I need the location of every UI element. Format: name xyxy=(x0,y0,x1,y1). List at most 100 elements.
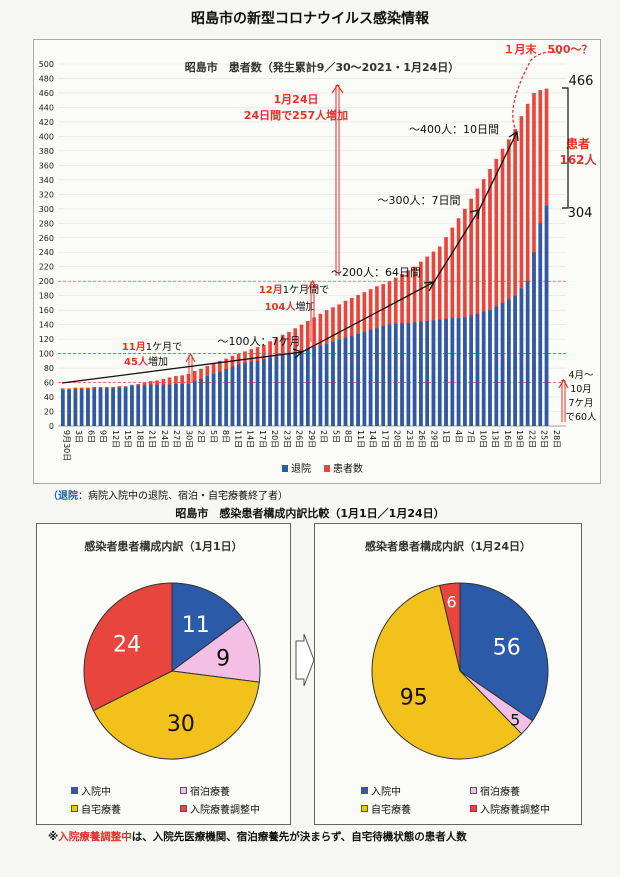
bar-chart-title: 昭島市 患者数（発生累計9／30～2021・1月24日） xyxy=(185,60,460,74)
pie-labels: 119 30 24 xyxy=(113,613,230,737)
bar-retired xyxy=(507,299,511,426)
footnote: ※入院療養調整中は、入院先医療機関、宿泊療養先が決まらず、自宅待機状態の患者人数 xyxy=(48,829,467,844)
bar-retired xyxy=(274,356,279,426)
bar-retired xyxy=(375,328,379,426)
y-tick-label: 320 xyxy=(39,190,54,199)
bar-retired xyxy=(230,366,235,426)
bar-retired xyxy=(167,384,172,426)
bar-legend: 退院 患者数 xyxy=(282,462,363,475)
page-title: 昭島市の新型コロナウイルス感染情報 xyxy=(191,11,429,27)
ann-dec-arrowhead xyxy=(307,279,318,290)
x-tick-label: 5日 xyxy=(331,430,340,443)
legend-patients: 患者数 xyxy=(333,462,363,475)
x-tick-label: 26日 xyxy=(417,430,426,448)
pie-slice-label: 56 xyxy=(493,635,521,660)
y-tick-label: 420 xyxy=(39,118,54,127)
legend-swatch-patients xyxy=(324,465,330,472)
x-tick-label: 23日 xyxy=(282,430,291,448)
patients-label-line2: 162人 xyxy=(559,152,597,167)
bar-patients xyxy=(525,103,530,426)
bars xyxy=(61,88,549,427)
y-tick-label: 160 xyxy=(39,306,54,315)
bar-retired xyxy=(148,384,153,426)
y-tick-label: 260 xyxy=(39,234,54,243)
legend-adjusting-r: 入院療養調整中 xyxy=(480,805,550,816)
bar-retired xyxy=(199,378,203,426)
pie-slice xyxy=(439,582,461,672)
bar-retired xyxy=(155,384,159,426)
bar-retired xyxy=(463,317,467,426)
x-tick-label: 13日 xyxy=(491,430,500,448)
x-tick-label: 16日 xyxy=(503,430,512,448)
bar-retired xyxy=(293,352,298,426)
x-tick-label: 23日 xyxy=(405,430,414,448)
bar-patients xyxy=(475,188,480,426)
x-tick-label: 25日 xyxy=(540,430,549,448)
x-tick-label: 1日 xyxy=(442,430,451,443)
bar-retired xyxy=(236,364,241,426)
trend-arrow-line xyxy=(61,130,519,384)
ann-nov-line2: 45人増加 xyxy=(124,355,168,368)
bar-retired xyxy=(513,295,517,426)
y-tick-label: 0 xyxy=(49,422,54,431)
legend-swatch-hotel xyxy=(180,787,187,794)
legend-swatch-home xyxy=(71,805,78,812)
bar-retired xyxy=(312,347,316,426)
bar-retired xyxy=(500,302,505,426)
bar-retired xyxy=(174,384,178,426)
pie-title-jan1: 感染者患者構成内訳（1月1日） xyxy=(84,540,243,553)
ann-nov-line1-red: 11月 xyxy=(122,341,146,353)
total-label: 466 xyxy=(569,74,594,89)
pie-legend-jan1: 入院中 宿泊療養 自宅療養 入院療養調整中 xyxy=(71,783,275,819)
bar-patients xyxy=(494,158,499,426)
x-tick-label: 29日 xyxy=(429,430,438,448)
bar-retired xyxy=(299,350,304,426)
bar-retired xyxy=(337,339,342,426)
bar-retired xyxy=(192,381,197,426)
bar-retired xyxy=(67,389,71,426)
top-annotation: １月末 500～？ xyxy=(504,42,593,56)
pie-slice xyxy=(459,582,549,722)
pie-panel-jan1: 感染者患者構成内訳（1月1日） 11 9 30 24 入院中 宿泊療養 自宅療養 入院… xyxy=(36,523,291,825)
y-tick-label: 60 xyxy=(44,379,54,388)
x-tick-label: 20日 xyxy=(393,430,402,448)
bar-retired xyxy=(136,385,141,426)
patients-bracket xyxy=(562,87,569,209)
dashed-projection-arrow xyxy=(512,51,563,133)
ann-jan24-line2: 24日間で257人増加 xyxy=(244,108,348,122)
x-tick-label: 17日 xyxy=(258,430,267,448)
bar-retired xyxy=(525,281,530,426)
grid-lines xyxy=(58,63,566,427)
legend-swatch-hotel-r xyxy=(470,787,477,794)
x-tick-label: 29日 xyxy=(307,430,316,448)
pie-slice-label: 5 xyxy=(510,710,520,729)
y-tick-label: 300 xyxy=(39,205,54,214)
retired-label: 304 xyxy=(568,206,593,221)
bar-retired xyxy=(393,323,398,426)
pie-chart-jan1: 119 30 24 xyxy=(83,582,261,760)
bar-retired xyxy=(218,371,222,426)
footnote-red: 入院療養調整中 xyxy=(58,831,132,843)
x-tick-label: 4日 xyxy=(454,430,463,443)
y-tick-label: 440 xyxy=(39,103,54,112)
compare-arrow-icon xyxy=(295,633,315,687)
bar-retired xyxy=(79,389,84,426)
x-tick-label: 19日 xyxy=(515,430,524,448)
bar-retired xyxy=(324,344,329,426)
bar-retired xyxy=(356,334,360,426)
pie-chart-jan24: 56 5 95 6 xyxy=(371,582,549,760)
x-tick-label: 14日 xyxy=(368,430,377,448)
bar-patients xyxy=(513,129,517,426)
pie-slice-label: 30 xyxy=(167,712,195,737)
x-tick-label: 20日 xyxy=(270,430,279,448)
y-tick-label: 200 xyxy=(39,277,54,286)
x-tick-label: 6日 xyxy=(86,430,95,443)
bar-retired xyxy=(538,223,543,426)
bar-chart: 0 20 40 60 80 100 120 140 160 180 200 220 240 260 280 3… xyxy=(39,42,598,475)
ann-nov-arrowhead xyxy=(185,352,196,363)
y-tick-label: 400 xyxy=(39,132,54,141)
bar-retired xyxy=(331,342,335,426)
bar-retired xyxy=(255,360,260,426)
bar-retired xyxy=(494,306,499,426)
ann-100: ～100人：7ケ月 xyxy=(218,335,301,348)
